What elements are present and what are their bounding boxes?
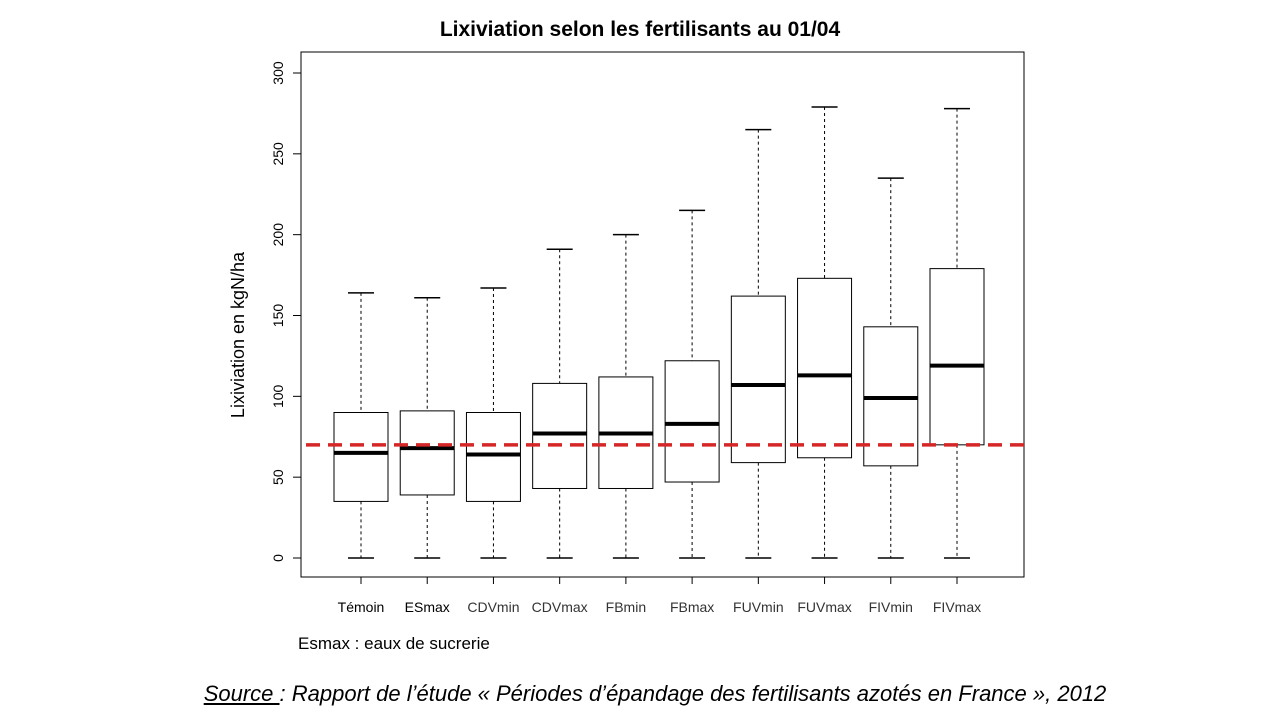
y-tick-label: 0 — [270, 554, 286, 562]
source-text: : Rapport de l’étude « Périodes d’épanda… — [279, 681, 1107, 706]
footnote: Esmax : eaux de sucrerie — [298, 634, 490, 653]
y-tick-label: 300 — [270, 61, 286, 85]
box — [465, 412, 521, 502]
x-tick-label: FUVmin — [733, 599, 784, 615]
y-tick-label: 100 — [270, 384, 286, 408]
y-tick-label: 250 — [270, 142, 286, 166]
box — [532, 382, 588, 489]
x-tick-label: FIVmax — [933, 599, 981, 615]
source-label: Source — [203, 681, 280, 706]
x-tick-label: CDVmax — [532, 599, 588, 615]
x-tick-label: FIVmin — [869, 599, 913, 615]
x-tick-label: FBmax — [670, 599, 714, 615]
box — [929, 268, 985, 446]
box — [797, 277, 853, 459]
plot-frame — [300, 51, 1025, 578]
y-tick-label: 200 — [270, 223, 286, 247]
x-tick-label: FBmin — [606, 599, 646, 615]
y-axis-label: Lixiviation en kgN/ha — [228, 251, 248, 418]
x-tick-label: CDVmin — [467, 599, 519, 615]
y-tick-label: 150 — [270, 304, 286, 328]
box — [730, 295, 786, 464]
chart-title: Lixiviation selon les fertilisants au 01… — [439, 18, 841, 41]
x-tick-label: Témoin — [338, 599, 385, 615]
box — [333, 412, 389, 502]
box — [664, 360, 720, 483]
x-tick-label: FUVmax — [797, 599, 851, 615]
box — [399, 410, 455, 496]
y-tick-label: 50 — [270, 469, 286, 485]
x-tick-label: ESmax — [405, 599, 450, 615]
source-caption: Source : Rapport de l’étude « Périodes d… — [0, 681, 1280, 707]
